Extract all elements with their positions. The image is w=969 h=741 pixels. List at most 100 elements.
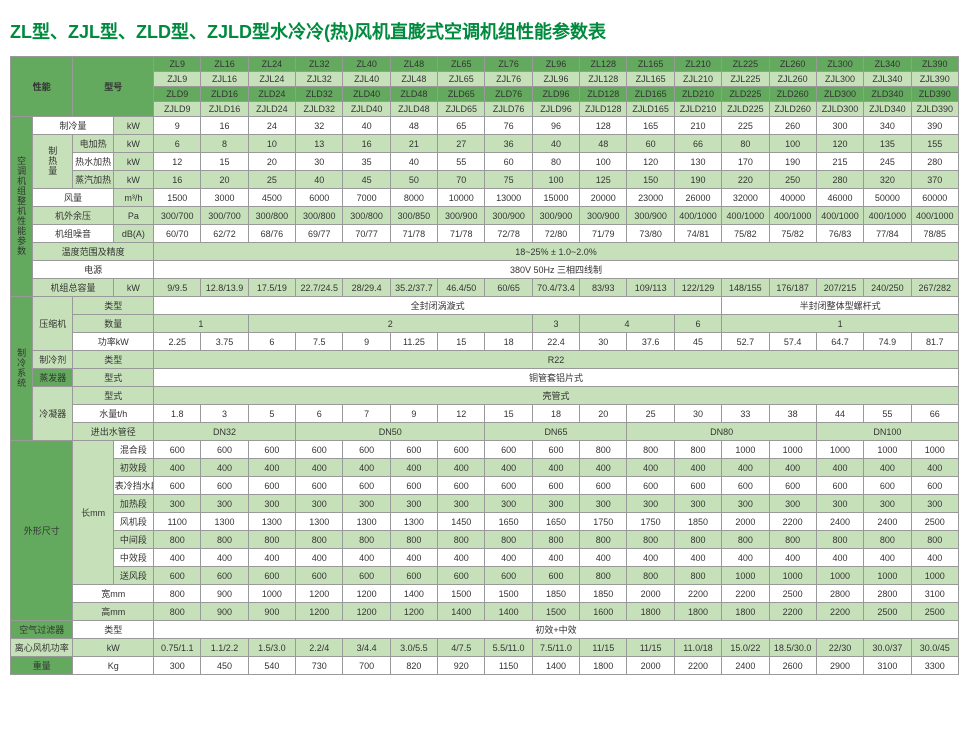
seg-heat-1: 300 — [201, 495, 248, 513]
cond-water-3: 6 — [296, 405, 343, 423]
model-zl-0: ZL9 — [154, 57, 201, 72]
seg-heat-10: 300 — [627, 495, 674, 513]
fanpower-14: 22/30 — [816, 639, 863, 657]
weight-7: 1150 — [485, 657, 532, 675]
model-zl-12: ZL225 — [722, 57, 769, 72]
cond-water-10: 25 — [627, 405, 674, 423]
seg-outlet-8: 600 — [532, 567, 579, 585]
seg-outlet-11: 800 — [674, 567, 721, 585]
airflow-3: 6000 — [296, 189, 343, 207]
model-zl-4: ZL40 — [343, 57, 390, 72]
cooling-1: 16 — [201, 117, 248, 135]
seg-surf-11: 600 — [674, 477, 721, 495]
seg-middle2-14: 400 — [816, 549, 863, 567]
seg-fan-13: 2200 — [769, 513, 816, 531]
extPressure-7: 300/900 — [485, 207, 532, 225]
seg-middle2-3: 400 — [296, 549, 343, 567]
cooling-7: 76 — [485, 117, 532, 135]
seg-heat-0: 300 — [154, 495, 201, 513]
totalcap-0: 9/9.5 — [154, 279, 201, 297]
seg-outlet-4: 600 — [343, 567, 390, 585]
comp-power-label: 功率kW — [73, 333, 154, 351]
extPressure-8: 300/900 — [532, 207, 579, 225]
weight-label: 重量 — [11, 657, 73, 675]
seg-heat-13: 300 — [769, 495, 816, 513]
fanpower-15: 30.0/37 — [864, 639, 911, 657]
elecheat-0: 6 — [154, 135, 201, 153]
evap-label: 蒸发器 — [33, 369, 73, 387]
steam-1: 20 — [201, 171, 248, 189]
fanpower-2: 1.5/3.0 — [248, 639, 295, 657]
model-zjld-5: ZJLD48 — [390, 102, 437, 117]
comp-type-2: 半封闭整体型螺杆式 — [722, 297, 959, 315]
extPressure-11: 400/1000 — [674, 207, 721, 225]
model-zl-11: ZL210 — [674, 57, 721, 72]
heat-group-label: 制热量 — [33, 135, 73, 189]
model-zld-10: ZLD165 — [627, 87, 674, 102]
cooling-5: 48 — [390, 117, 437, 135]
comp-qty-0: 1 — [154, 315, 249, 333]
group-refrig-sys: 制冷系统 — [11, 297, 33, 441]
hotwater-8: 80 — [532, 153, 579, 171]
totalcap-1: 12.8/13.9 — [201, 279, 248, 297]
weight-15: 3100 — [864, 657, 911, 675]
cooling-unit: kW — [113, 117, 153, 135]
comp-power-2: 6 — [248, 333, 295, 351]
hotwater-1: 15 — [201, 153, 248, 171]
seg-outlet-12: 1000 — [722, 567, 769, 585]
extPressure-10: 300/900 — [627, 207, 674, 225]
comp-power-1: 3.75 — [201, 333, 248, 351]
seg-first-16: 400 — [911, 459, 958, 477]
comp-power-5: 11.25 — [390, 333, 437, 351]
comp-power-13: 57.4 — [769, 333, 816, 351]
elecheat-4: 16 — [343, 135, 390, 153]
noise-12: 75/82 — [722, 225, 769, 243]
weight-11: 2200 — [674, 657, 721, 675]
seg-first-13: 400 — [769, 459, 816, 477]
seg-mid-14: 800 — [816, 531, 863, 549]
fanpower-4: 3/4.4 — [343, 639, 390, 657]
seg-mid-0: 800 — [154, 531, 201, 549]
comp-qty-5: 1 — [722, 315, 959, 333]
hotwater-15: 245 — [864, 153, 911, 171]
cond-water-1: 3 — [201, 405, 248, 423]
hotwater-label: 热水加热 — [73, 153, 113, 171]
seg-mix-16: 1000 — [911, 441, 958, 459]
airflow-12: 32000 — [722, 189, 769, 207]
noise-8: 72/80 — [532, 225, 579, 243]
fanpower-13: 18.5/30.0 — [769, 639, 816, 657]
steam-14: 280 — [816, 171, 863, 189]
comp-qty-2: 3 — [532, 315, 579, 333]
model-zjld-11: ZJLD210 — [674, 102, 721, 117]
weight-3: 730 — [296, 657, 343, 675]
seg-mid-16: 800 — [911, 531, 958, 549]
comp-qty-label: 数量 — [73, 315, 154, 333]
extPressure-12: 400/1000 — [722, 207, 769, 225]
seg-fan-16: 2500 — [911, 513, 958, 531]
seg-mix-4: 600 — [343, 441, 390, 459]
totalcap-4: 28/29.4 — [343, 279, 390, 297]
seg-first-11: 400 — [674, 459, 721, 477]
cond-water-13: 38 — [769, 405, 816, 423]
seg-fan-8: 1650 — [532, 513, 579, 531]
seg-first-1: 400 — [201, 459, 248, 477]
seg-first-4: 400 — [343, 459, 390, 477]
noise-5: 71/78 — [390, 225, 437, 243]
seg-mix-label: 混合段 — [113, 441, 153, 459]
seg-first-5: 400 — [390, 459, 437, 477]
height-4: 1200 — [343, 603, 390, 621]
model-zjl-6: ZJL65 — [438, 72, 485, 87]
seg-surf-4: 600 — [343, 477, 390, 495]
seg-heat-16: 300 — [911, 495, 958, 513]
elecheat-3: 13 — [296, 135, 343, 153]
seg-mix-12: 1000 — [722, 441, 769, 459]
model-zjld-0: ZJLD9 — [154, 102, 201, 117]
seg-surf-label: 表冷挡水段 — [113, 477, 153, 495]
model-zjl-14: ZJL300 — [816, 72, 863, 87]
extPressure-1: 300/700 — [201, 207, 248, 225]
seg-mid-15: 800 — [864, 531, 911, 549]
cond-pipe-2: DN65 — [485, 423, 627, 441]
seg-first-9: 400 — [580, 459, 627, 477]
height-label: 高mm — [73, 603, 154, 621]
airflow-5: 8000 — [390, 189, 437, 207]
